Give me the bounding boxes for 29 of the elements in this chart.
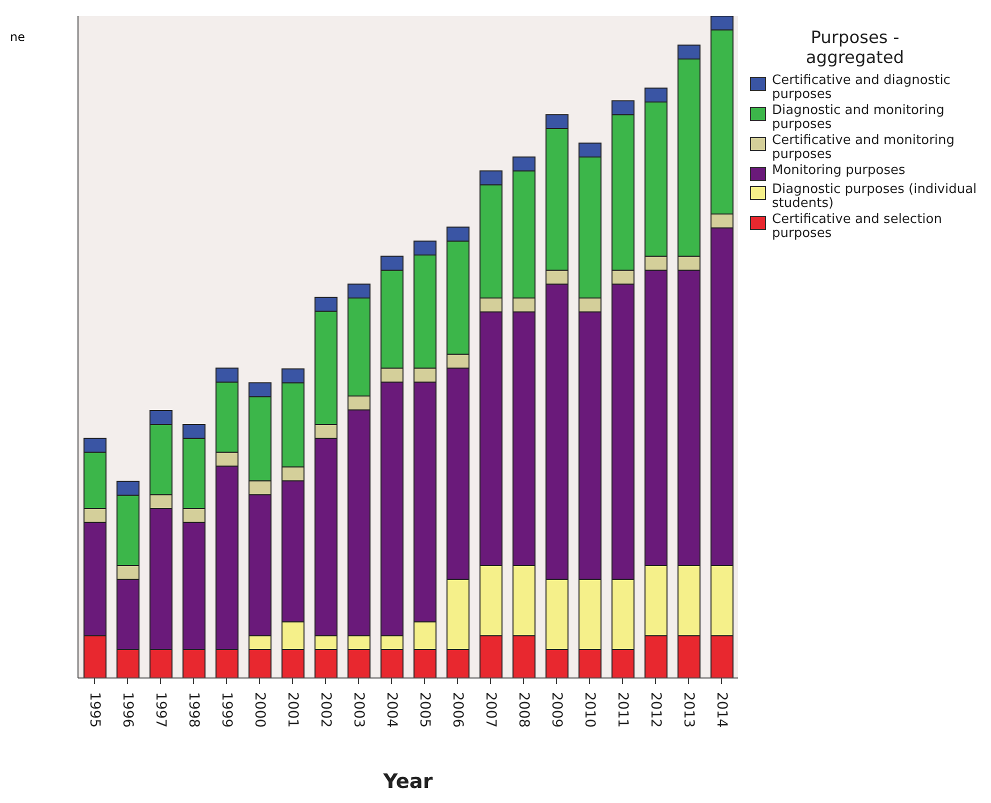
x-tick-label: 1999 (218, 692, 234, 728)
x-tick-label: 2014 (714, 692, 730, 728)
x-tick-label: 2009 (548, 692, 564, 728)
x-tick-label: 2003 (350, 692, 366, 728)
legend-label: Diagnostic and monitoring purposes (772, 103, 946, 132)
x-tick-label: 2002 (318, 692, 334, 728)
legend-label: Certificative and selection purposes (772, 212, 943, 241)
x-tick-label: 2006 (450, 692, 466, 728)
legend-label: Diagnostic purposes (individual students) (772, 182, 978, 211)
legend-label: Certificative and diagnostic purposes (772, 73, 952, 102)
x-tick-label: 2001 (284, 692, 300, 728)
x-axis-title: Year (382, 769, 433, 793)
x-tick-label: 2012 (648, 692, 664, 728)
x-tick-label: 2011 (614, 692, 630, 728)
x-tick-label: 2005 (416, 692, 432, 728)
legend-label: Monitoring purposes (772, 163, 906, 178)
x-tick-label: 2008 (516, 692, 532, 728)
y-axis-title: ne (10, 30, 25, 44)
legend-label: Certificative and monitoring purposes (772, 133, 956, 162)
x-tick-label: 2007 (482, 692, 498, 728)
x-tick-label: 1998 (186, 692, 202, 728)
x-tick-label: 1997 (152, 692, 168, 728)
legend-title: Purposes - aggregated (804, 28, 906, 68)
x-tick-label: 2013 (680, 692, 696, 728)
x-tick-label: 2010 (582, 692, 598, 728)
x-tick-label: 2000 (252, 692, 268, 728)
x-tick-label: 2004 (384, 692, 400, 728)
x-tick-label: 1996 (120, 692, 136, 728)
x-tick-label: 1995 (86, 692, 102, 728)
